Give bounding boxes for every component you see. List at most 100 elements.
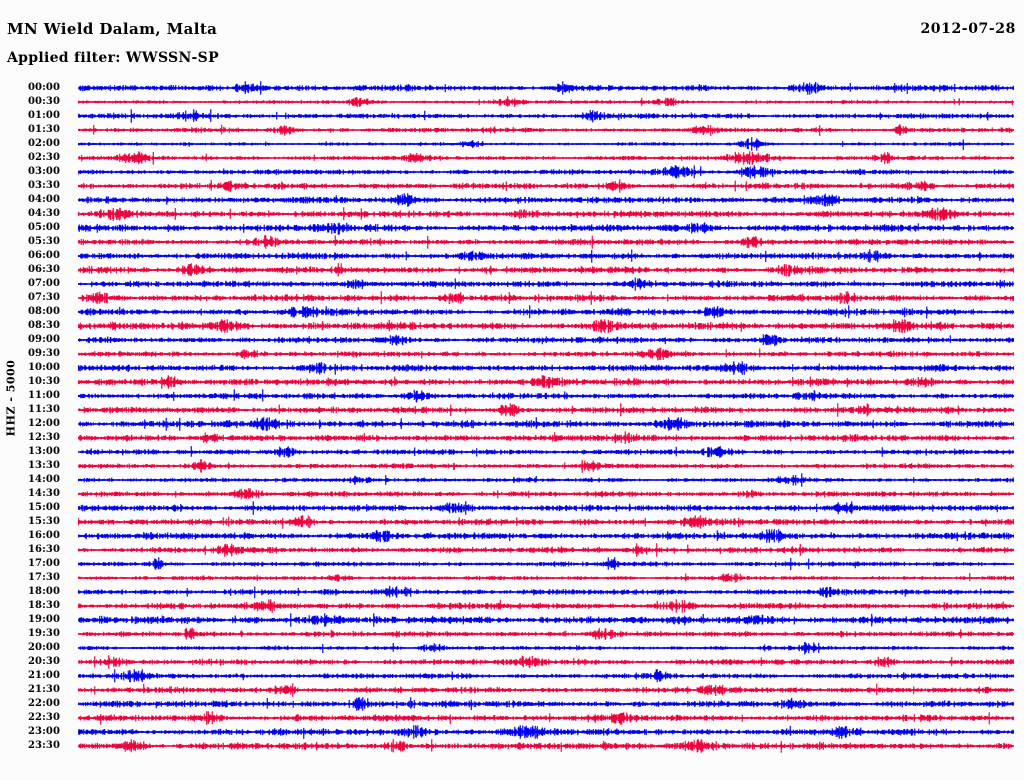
trace-time-label: 11:00 <box>28 390 61 401</box>
trace-waveform <box>78 403 1014 417</box>
trace-row: 06:00 <box>0 249 1024 263</box>
trace-time-label: 10:00 <box>28 362 61 373</box>
trace-row: 18:30 <box>0 599 1024 613</box>
trace-waveform <box>78 95 1014 109</box>
applied-filter-label: Applied filter: WWSSN-SP <box>7 50 219 66</box>
trace-waveform <box>78 193 1014 207</box>
trace-time-label: 20:00 <box>28 642 61 653</box>
trace-row: 15:30 <box>0 515 1024 529</box>
trace-row: 23:30 <box>0 739 1024 753</box>
trace-time-label: 00:30 <box>28 96 61 107</box>
trace-row: 10:30 <box>0 375 1024 389</box>
trace-waveform <box>78 725 1014 739</box>
trace-time-label: 23:30 <box>28 740 61 751</box>
trace-row: 03:30 <box>0 179 1024 193</box>
trace-time-label: 16:30 <box>28 544 61 555</box>
trace-time-label: 03:00 <box>28 166 61 177</box>
trace-time-label: 01:30 <box>28 124 61 135</box>
trace-row: 22:30 <box>0 711 1024 725</box>
trace-time-label: 19:30 <box>28 628 61 639</box>
trace-waveform <box>78 81 1014 95</box>
trace-waveform <box>78 669 1014 683</box>
trace-waveform <box>78 557 1014 571</box>
trace-time-label: 08:00 <box>28 306 61 317</box>
trace-row: 17:30 <box>0 571 1024 585</box>
trace-time-label: 06:00 <box>28 250 61 261</box>
trace-waveform <box>78 109 1014 123</box>
trace-waveform <box>78 333 1014 347</box>
trace-waveform <box>78 739 1014 753</box>
trace-row: 03:00 <box>0 165 1024 179</box>
trace-time-label: 23:00 <box>28 726 61 737</box>
trace-time-label: 09:00 <box>28 334 61 345</box>
trace-waveform <box>78 249 1014 263</box>
trace-time-label: 05:00 <box>28 222 61 233</box>
trace-row: 12:00 <box>0 417 1024 431</box>
trace-time-label: 21:00 <box>28 670 61 681</box>
trace-row: 01:30 <box>0 123 1024 137</box>
trace-time-label: 04:00 <box>28 194 61 205</box>
trace-waveform <box>78 389 1014 403</box>
trace-waveform <box>78 445 1014 459</box>
trace-time-label: 14:00 <box>28 474 61 485</box>
trace-row: 23:00 <box>0 725 1024 739</box>
trace-waveform <box>78 361 1014 375</box>
trace-waveform <box>78 473 1014 487</box>
trace-waveform <box>78 417 1014 431</box>
trace-waveform <box>78 305 1014 319</box>
helicorder-plot: 00:00 00:30 01:00 01:30 02:00 02:30 03:00 03:30… <box>0 78 1024 778</box>
trace-time-label: 15:30 <box>28 516 61 527</box>
trace-waveform <box>78 235 1014 249</box>
trace-waveform <box>78 515 1014 529</box>
trace-time-label: 03:30 <box>28 180 61 191</box>
trace-row: 00:30 <box>0 95 1024 109</box>
trace-waveform <box>78 501 1014 515</box>
trace-waveform <box>78 599 1014 613</box>
trace-waveform <box>78 165 1014 179</box>
trace-row: 12:30 <box>0 431 1024 445</box>
trace-waveform <box>78 655 1014 669</box>
trace-time-label: 01:00 <box>28 110 61 121</box>
trace-time-label: 02:30 <box>28 152 61 163</box>
trace-waveform <box>78 347 1014 361</box>
trace-waveform <box>78 263 1014 277</box>
trace-row: 19:30 <box>0 627 1024 641</box>
trace-time-label: 11:30 <box>28 404 61 415</box>
trace-time-label: 09:30 <box>28 348 61 359</box>
trace-row: 07:00 <box>0 277 1024 291</box>
trace-row: 09:30 <box>0 347 1024 361</box>
trace-time-label: 00:00 <box>28 82 61 93</box>
trace-waveform <box>78 375 1014 389</box>
trace-waveform <box>78 683 1014 697</box>
trace-time-label: 13:00 <box>28 446 61 457</box>
trace-time-label: 12:00 <box>28 418 61 429</box>
trace-waveform <box>78 207 1014 221</box>
trace-time-label: 06:30 <box>28 264 61 275</box>
trace-time-label: 22:30 <box>28 712 61 723</box>
trace-waveform <box>78 123 1014 137</box>
trace-waveform <box>78 137 1014 151</box>
trace-time-label: 21:30 <box>28 684 61 695</box>
trace-waveform <box>78 151 1014 165</box>
page-header: MN Wield Dalam, Malta 2012-07-28 Applied… <box>0 0 1024 78</box>
trace-time-label: 08:30 <box>28 320 61 331</box>
trace-time-label: 07:30 <box>28 292 61 303</box>
trace-time-label: 17:30 <box>28 572 61 583</box>
trace-waveform <box>78 529 1014 543</box>
trace-row: 08:00 <box>0 305 1024 319</box>
trace-row: 04:30 <box>0 207 1024 221</box>
trace-row: 11:00 <box>0 389 1024 403</box>
trace-row: 21:00 <box>0 669 1024 683</box>
trace-row: 08:30 <box>0 319 1024 333</box>
trace-row: 16:30 <box>0 543 1024 557</box>
trace-time-label: 13:30 <box>28 460 61 471</box>
trace-waveform <box>78 291 1014 305</box>
trace-time-label: 04:30 <box>28 208 61 219</box>
trace-waveform <box>78 627 1014 641</box>
trace-time-label: 15:00 <box>28 502 61 513</box>
trace-row: 06:30 <box>0 263 1024 277</box>
trace-row: 09:00 <box>0 333 1024 347</box>
trace-row: 10:00 <box>0 361 1024 375</box>
trace-waveform <box>78 431 1014 445</box>
trace-time-label: 10:30 <box>28 376 61 387</box>
